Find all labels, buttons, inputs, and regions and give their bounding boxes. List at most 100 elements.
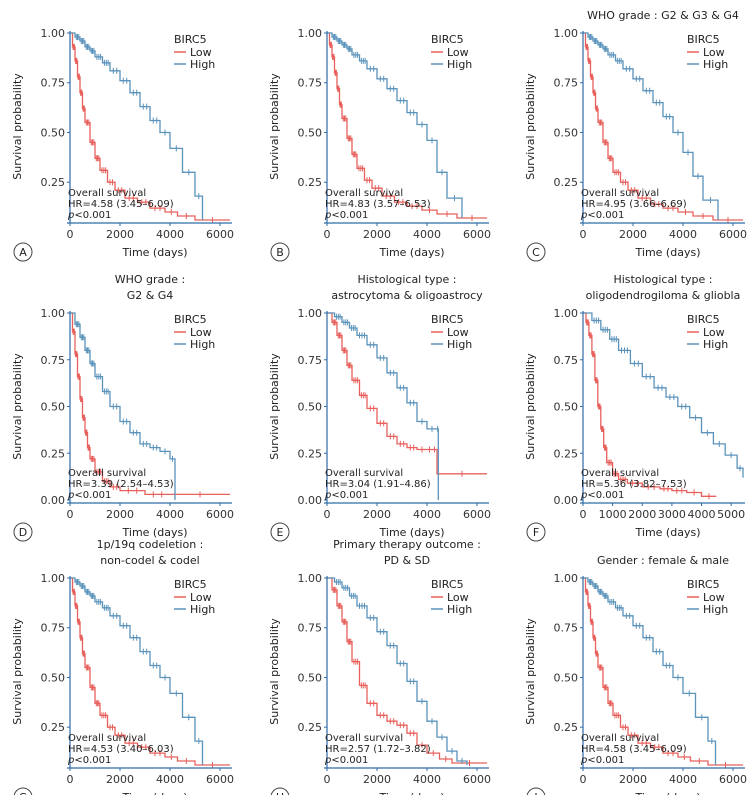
km-panel-i: Gender : female & male 1.00 0.75 0.50 0.25 0 2… bbox=[524, 554, 747, 795]
panel-title: WHO grade : G2 & G3 & G4 bbox=[587, 9, 739, 22]
panel-letter-circle bbox=[526, 787, 546, 795]
y-tick-label: 1.00 bbox=[298, 27, 323, 40]
panel-title: Histological type : bbox=[613, 273, 712, 286]
y-tick-label: 0.25 bbox=[298, 447, 323, 460]
annotation-hazard-ratio: HR=3.04 (1.91–4.86) bbox=[325, 479, 431, 490]
y-tick-label: 0.25 bbox=[554, 176, 579, 189]
panel-letter: H bbox=[276, 791, 284, 795]
annotation-p-value: p<0.001 bbox=[67, 210, 111, 221]
y-tick-label: 0.75 bbox=[554, 354, 579, 367]
legend-title: BIRC5 bbox=[431, 313, 464, 326]
panel-title: 1p/19q codeletion : bbox=[97, 538, 204, 551]
legend-label-low: Low bbox=[190, 326, 212, 339]
legend-label-high: High bbox=[190, 338, 215, 351]
annotation-overall-survival: Overall survival bbox=[325, 188, 403, 199]
censor-marks-low bbox=[329, 41, 473, 221]
legend-label-low: Low bbox=[190, 591, 212, 604]
y-tick-label: 0.75 bbox=[554, 77, 579, 90]
y-axis-label: Survival probability bbox=[524, 618, 537, 725]
x-tick-label: 6000 bbox=[719, 228, 747, 241]
annotation-overall-survival: Overall survival bbox=[581, 188, 659, 199]
y-axis-label: Survival probability bbox=[524, 73, 537, 180]
censor-marks-high bbox=[332, 34, 455, 202]
y-axis-label: Survival probability bbox=[268, 353, 281, 460]
y-tick-label: 0.00 bbox=[41, 494, 66, 507]
x-tick-label: 0 bbox=[67, 508, 74, 521]
y-tick-label: 1.00 bbox=[554, 307, 579, 320]
panel-letter: C bbox=[532, 246, 540, 259]
y-tick-label: 0.75 bbox=[298, 77, 323, 90]
y-tick-label: 1.00 bbox=[41, 307, 66, 320]
legend-label-low: Low bbox=[703, 326, 725, 339]
x-tick-label: 0 bbox=[324, 773, 331, 786]
panel-title: non-codel & codel bbox=[100, 554, 199, 567]
legend-label-high: High bbox=[703, 603, 728, 616]
x-tick-label: 0 bbox=[324, 508, 331, 521]
annotation-hazard-ratio: HR=3.39 (2.54–4.53) bbox=[68, 479, 174, 490]
y-tick-label: 0.50 bbox=[298, 671, 323, 684]
x-tick-label: 6000 bbox=[719, 773, 747, 786]
x-tick-label: 2000 bbox=[619, 228, 647, 241]
x-tick-label: 4000 bbox=[156, 773, 184, 786]
panel-title: Gender : female & male bbox=[597, 554, 729, 567]
km-panel-f: Histological type : oligodendrogiloma & g… bbox=[524, 273, 745, 542]
survival-curve-low bbox=[70, 577, 230, 766]
y-tick-label: 0.50 bbox=[554, 126, 579, 139]
y-tick-label: 0.25 bbox=[41, 721, 66, 734]
legend-label-high: High bbox=[190, 58, 215, 71]
annotation-p-value: p<0.001 bbox=[324, 210, 368, 221]
km-panel-e: Histological type : astrocytoma & oligoas… bbox=[268, 273, 491, 542]
x-axis-label: Time (days) bbox=[635, 526, 701, 539]
panel-letter-circle bbox=[13, 242, 33, 262]
y-tick-label: 0.25 bbox=[298, 176, 323, 189]
panel-letter-circle bbox=[270, 242, 290, 262]
censor-marks-low bbox=[585, 43, 729, 223]
annotation-hazard-ratio: HR=4.95 (3.66–6.69) bbox=[581, 199, 687, 210]
annotation-p-value: p<0.001 bbox=[580, 490, 624, 501]
y-axis-label: Survival probability bbox=[524, 353, 537, 460]
x-tick-label: 0 bbox=[580, 508, 587, 521]
y-tick-label: 1.00 bbox=[41, 27, 66, 40]
legend-label-high: High bbox=[447, 58, 472, 71]
x-axis-label: Time (days) bbox=[635, 791, 701, 795]
y-tick-label: 0.25 bbox=[554, 447, 579, 460]
legend-title: BIRC5 bbox=[687, 33, 720, 46]
annotation-hazard-ratio: HR=5.36 (3.82–7.53) bbox=[581, 479, 687, 490]
panel-letter-circle bbox=[270, 522, 290, 542]
panel-letter: D bbox=[19, 526, 27, 539]
y-tick-label: 0.50 bbox=[298, 401, 323, 414]
x-tick-label: 2000 bbox=[628, 508, 656, 521]
panel-letter: F bbox=[533, 526, 539, 539]
survival-curve-high bbox=[327, 577, 468, 765]
y-tick-label: 0.75 bbox=[298, 622, 323, 635]
y-tick-label: 0.75 bbox=[41, 77, 66, 90]
censor-marks-high bbox=[75, 321, 173, 462]
y-tick-label: 0.50 bbox=[298, 126, 323, 139]
annotation-p-value: p<0.001 bbox=[580, 755, 624, 766]
panel-title: Histological type : bbox=[357, 273, 456, 286]
panel-letter: E bbox=[277, 526, 284, 539]
x-tick-label: 6000 bbox=[463, 228, 491, 241]
panel-letter-circle bbox=[270, 787, 290, 795]
annotation-overall-survival: Overall survival bbox=[68, 188, 146, 199]
y-axis-label: Survival probability bbox=[11, 618, 24, 725]
survival-curve-high bbox=[327, 32, 463, 218]
x-tick-label: 0 bbox=[580, 773, 587, 786]
y-tick-label: 0.25 bbox=[41, 176, 66, 189]
x-tick-label: 0 bbox=[324, 228, 331, 241]
panel-title: oligodendrogiloma & gliobla bbox=[586, 289, 741, 302]
survival-curve-high bbox=[583, 312, 744, 478]
annotation-hazard-ratio: HR=4.58 (3.45–6.09) bbox=[581, 744, 687, 755]
x-tick-label: 6000 bbox=[206, 508, 234, 521]
panel-letter-circle bbox=[526, 522, 546, 542]
x-tick-label: 6000 bbox=[206, 228, 234, 241]
panel-letter-circle bbox=[13, 787, 33, 795]
survival-curve-low bbox=[327, 32, 487, 219]
legend-title: BIRC5 bbox=[431, 33, 464, 46]
x-tick-label: 2000 bbox=[619, 773, 647, 786]
x-tick-label: 0 bbox=[67, 228, 74, 241]
censor-marks-high bbox=[75, 34, 200, 200]
x-tick-label: 4000 bbox=[413, 773, 441, 786]
y-tick-label: 0.75 bbox=[41, 354, 66, 367]
y-tick-label: 0.00 bbox=[298, 494, 323, 507]
